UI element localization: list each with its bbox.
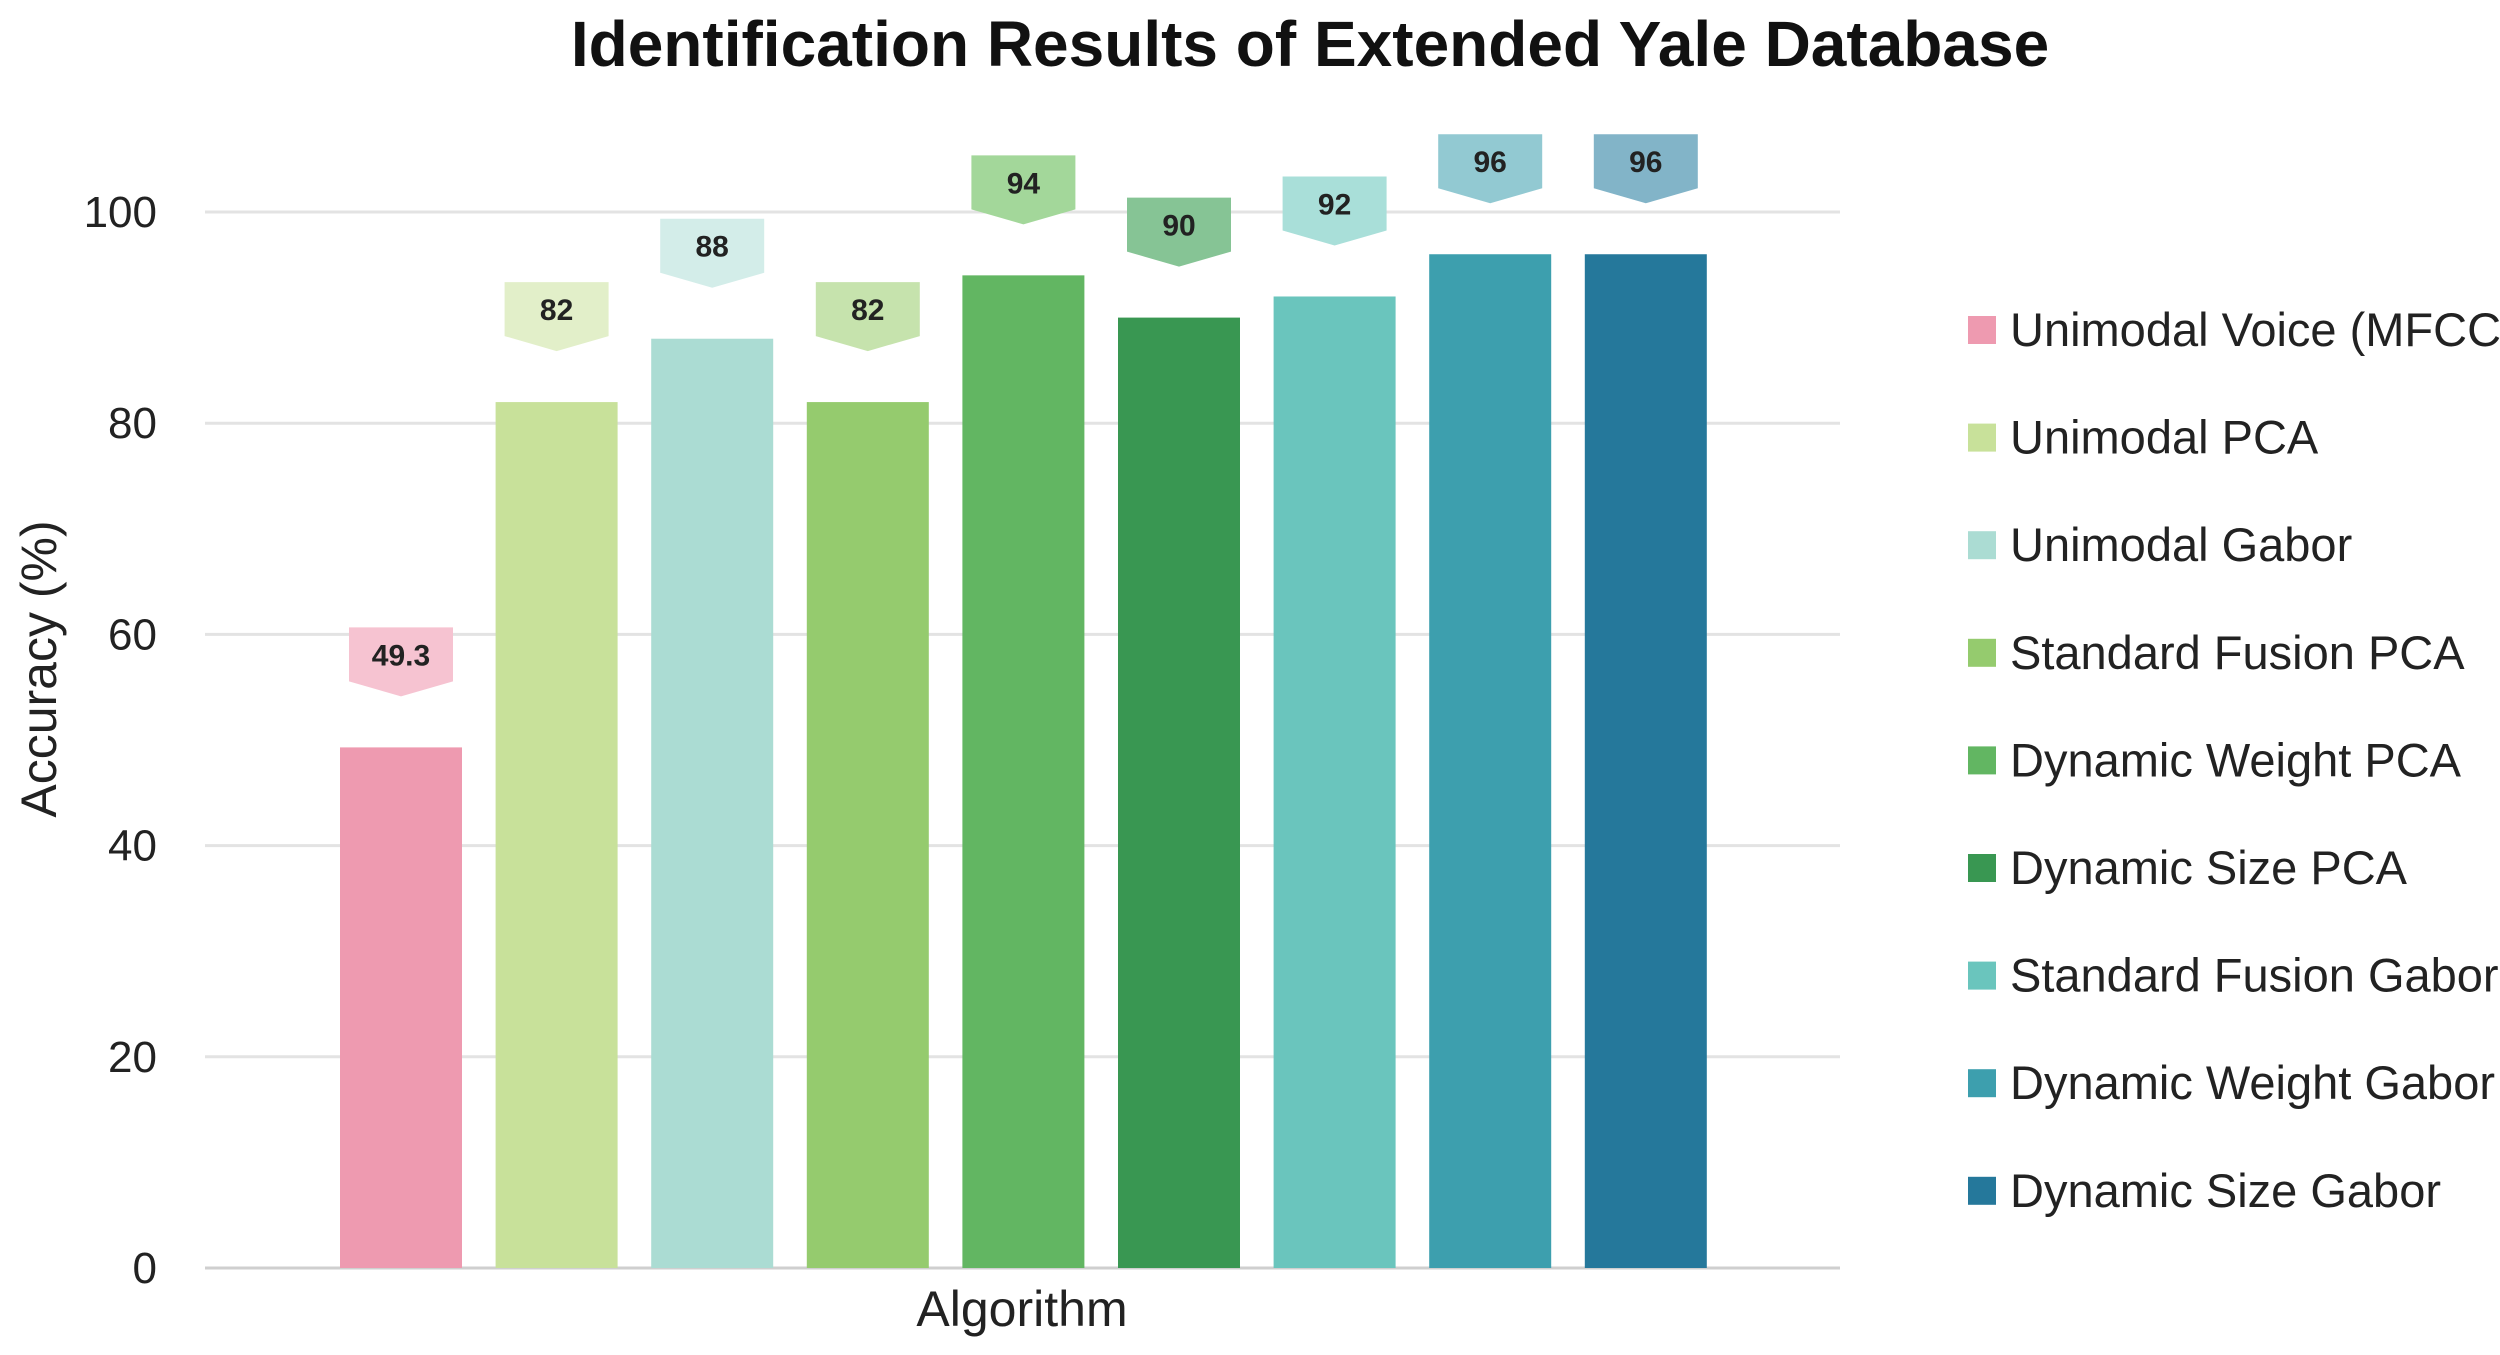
data-label: 49.3 xyxy=(372,639,430,672)
legend-swatch xyxy=(1968,854,1996,882)
data-labels: 49.3 82 88 82 94 90 92 96 96 xyxy=(349,134,1698,697)
legend-label: Unimodal Voice (MFCC) xyxy=(2010,303,2500,356)
data-label: 88 xyxy=(696,231,729,264)
legend-swatch xyxy=(1968,1069,1996,1098)
data-label-flag xyxy=(1438,134,1543,204)
y-tick-label: 40 xyxy=(108,822,157,871)
chart-title: Identification Results of Extended Yale … xyxy=(571,8,2049,80)
y-axis-label: Accuracy (%) xyxy=(11,520,67,817)
bars xyxy=(340,254,1707,1269)
data-label-flag xyxy=(815,282,920,352)
y-tick-label: 0 xyxy=(133,1244,157,1293)
legend-swatch xyxy=(1968,746,1996,775)
data-label-flag xyxy=(504,282,609,352)
legend-swatch xyxy=(1968,423,1996,452)
data-label: 82 xyxy=(851,294,884,327)
data-label: 96 xyxy=(1629,146,1662,179)
legend-label: Dynamic Weight Gabor xyxy=(2010,1056,2495,1109)
legend-swatch xyxy=(1968,961,1996,990)
bar xyxy=(340,747,462,1268)
bar xyxy=(651,338,774,1269)
x-axis-label: Algorithm xyxy=(916,1281,1127,1337)
bar xyxy=(1584,254,1707,1269)
bar xyxy=(1429,254,1552,1269)
data-label-flag xyxy=(1593,134,1698,204)
data-label-flag xyxy=(1127,197,1231,267)
data-label: 92 xyxy=(1318,188,1351,221)
legend-label: Unimodal Gabor xyxy=(2010,518,2352,571)
data-label-flag xyxy=(1282,176,1387,246)
legend-swatch xyxy=(1968,638,1996,667)
legend-label: Standard Fusion PCA xyxy=(2010,626,2465,679)
legend-label: Dynamic Weight PCA xyxy=(2010,733,2462,786)
legend-swatch xyxy=(1968,531,1996,560)
legend-label: Dynamic Size Gabor xyxy=(2010,1164,2441,1217)
data-label: 90 xyxy=(1162,210,1195,243)
legend-swatch xyxy=(1968,316,1996,344)
data-label-flag xyxy=(660,218,765,288)
data-label: 94 xyxy=(1007,167,1041,200)
data-label-flag xyxy=(971,155,1076,225)
bar xyxy=(1118,317,1240,1269)
y-tick-label: 20 xyxy=(108,1033,157,1082)
legend: Unimodal Voice (MFCC) Unimodal PCA Unimoda… xyxy=(1968,303,2500,1217)
bar xyxy=(962,275,1085,1268)
legend-label: Dynamic Size PCA xyxy=(2010,841,2408,894)
y-tick-label: 60 xyxy=(108,610,157,659)
data-label: 82 xyxy=(540,294,573,327)
bar xyxy=(1273,296,1396,1269)
legend-swatch xyxy=(1968,1176,1996,1205)
y-tick-label: 80 xyxy=(108,399,157,448)
legend-label: Standard Fusion Gabor xyxy=(2010,949,2499,1002)
bar xyxy=(806,402,929,1269)
data-label-flag xyxy=(349,627,453,697)
y-axis-ticks: 0 20 40 60 80 100 xyxy=(84,188,157,1293)
legend-label: Unimodal PCA xyxy=(2010,411,2319,464)
y-tick-label: 100 xyxy=(84,188,157,237)
data-label: 96 xyxy=(1474,146,1507,179)
bar xyxy=(495,402,618,1269)
